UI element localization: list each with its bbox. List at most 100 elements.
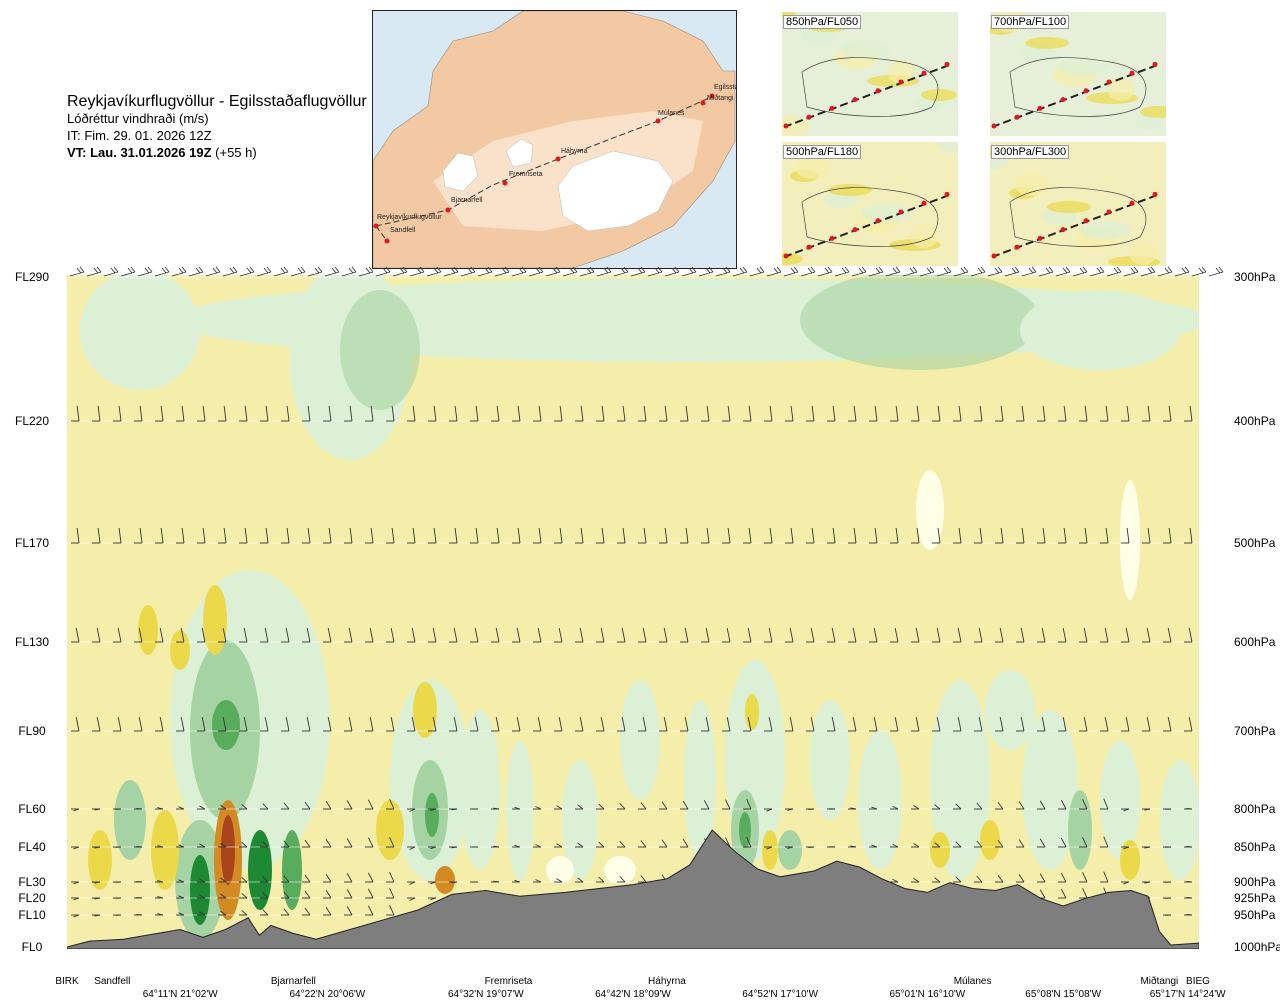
wind-barb-254 <box>869 806 878 810</box>
wind-barb-250 <box>785 808 794 811</box>
wind-cell-7 <box>1120 480 1140 600</box>
inset-cell <box>1140 106 1166 118</box>
wind-barb-11 <box>302 405 311 422</box>
wind-barb-190 <box>659 717 668 732</box>
wind-barb-123 <box>386 628 395 643</box>
wind-barb-259 <box>974 802 983 810</box>
wind-barb-382 <box>155 896 164 899</box>
top-barb-10 <box>239 266 255 277</box>
wind-barb-206 <box>995 717 1004 732</box>
wind-barb-50 <box>1121 405 1130 422</box>
wind-barb-98 <box>995 527 1004 544</box>
wind-barb-182 <box>491 717 500 732</box>
wind-barb-283 <box>344 838 353 848</box>
wind-barb-373 <box>1100 871 1109 883</box>
wind-barb-22 <box>533 405 542 422</box>
inset-label-850: 850hPa/FL050 <box>783 15 862 29</box>
wind-barb-13 <box>344 405 353 422</box>
wind-barb-385 <box>218 893 227 899</box>
inset-waypoint <box>944 191 950 197</box>
inset-cell <box>921 89 957 101</box>
wind-barb-33 <box>764 405 773 422</box>
wind-barb-34 <box>785 405 794 422</box>
wind-barb-137 <box>680 628 689 643</box>
wind-barb-349 <box>596 876 605 883</box>
wind-barb-327 <box>134 880 143 883</box>
wind-barb-261 <box>1016 801 1025 810</box>
wind-barb-253 <box>848 807 857 810</box>
wind-barb-44 <box>995 405 1004 422</box>
chart-header: Reykjavíkurflugvöllur - Egilsstaðaflugvö… <box>67 93 367 161</box>
wind-barb-79 <box>596 527 605 544</box>
inset-label-500: 500hPa/FL180 <box>783 145 862 159</box>
top-barb-1 <box>86 266 102 277</box>
wind-barb-146 <box>869 628 878 643</box>
wind-barb-319 <box>1100 836 1109 848</box>
inset-waypoint <box>806 244 812 250</box>
wp-mulanes <box>655 118 661 124</box>
wind-barb-1 <box>92 405 101 422</box>
inset-waypoint <box>875 88 881 94</box>
wind-cell-4 <box>340 290 420 410</box>
wind-barb-264 <box>1079 799 1088 810</box>
wind-cell-17 <box>221 815 235 885</box>
wind-barb-285 <box>386 836 395 848</box>
waypoint-axis: BIRK Sandfell Bjarnarfell Fremriseta Háhyrna… <box>55 975 1226 1000</box>
wind-barb-32 <box>743 405 752 422</box>
route-map-svg: Reykjavíkurflugvöllur Sandfell Bjarnarfe… <box>373 11 736 268</box>
wind-barb-389 <box>302 890 311 899</box>
wind-barb-260 <box>995 801 1004 810</box>
wind-cell-39 <box>762 830 778 870</box>
wind-barb-67 <box>344 527 353 544</box>
wind-barb-238 <box>533 806 542 810</box>
fl-tick-label: FL10 <box>18 908 46 922</box>
wind-barb-91 <box>848 527 857 544</box>
top-barb-35 <box>664 266 680 277</box>
wind-barb-74 <box>491 527 500 544</box>
wind-barb-223 <box>218 804 227 810</box>
top-barb-27 <box>528 266 544 277</box>
map-label-1: Sandfell <box>390 227 416 234</box>
wind-barb-132 <box>575 628 584 643</box>
wind-barb-152 <box>995 628 1004 643</box>
route-map: Reykjavíkurflugvöllur Sandfell Bjarnarfe… <box>372 10 737 269</box>
wind-barb-447 <box>386 904 395 916</box>
route-title: Reykjavíkurflugvöllur - Egilsstaðaflugvö… <box>67 93 367 110</box>
waypoint-label: Miðtangi <box>1140 975 1178 987</box>
wind-barb-39 <box>890 405 899 422</box>
wind-barb-66 <box>323 527 332 544</box>
wind-barb-101 <box>1058 527 1067 544</box>
wind-barb-17 <box>428 405 437 422</box>
wind-barb-232 <box>407 808 416 812</box>
wind-barb-371 <box>1058 872 1067 883</box>
wind-cell-44 <box>985 670 1035 750</box>
wind-barb-51 <box>1142 405 1151 422</box>
inset-850hpa: 850hPa/FL050 <box>782 12 958 136</box>
wind-barb-95 <box>932 527 941 544</box>
issue-time: IT: Fim. 29. 01. 2026 12Z <box>67 128 212 143</box>
wind-barb-346 <box>533 879 542 883</box>
coordinate-label: 64°42'N 18°09'W <box>595 989 671 1000</box>
inset-cell <box>910 224 938 248</box>
coordinate-label: 65°01'N 16°10'W <box>889 989 965 1000</box>
wind-barb-139 <box>722 628 731 643</box>
wind-barb-147 <box>890 628 899 643</box>
wind-barb-392 <box>365 888 374 899</box>
wind-barb-330 <box>197 878 206 883</box>
wind-cell-28 <box>435 866 455 894</box>
wind-barb-72 <box>449 527 458 544</box>
wind-barb-55 <box>92 527 101 544</box>
wind-barb-138 <box>701 628 710 643</box>
inset-500hpa: 500hPa/FL180 <box>782 142 958 266</box>
wind-barb-173 <box>302 717 311 732</box>
top-barb-19 <box>392 266 408 277</box>
wind-barb-281 <box>302 839 311 848</box>
wind-barb-379 <box>92 897 101 900</box>
wind-cell-49 <box>930 832 950 868</box>
wind-barb-133 <box>596 628 605 643</box>
wind-barb-298 <box>659 839 668 848</box>
wind-barb-215 <box>1184 717 1193 732</box>
top-barb-11 <box>256 266 272 277</box>
wind-barb-229 <box>344 800 353 810</box>
wind-barb-78 <box>575 527 584 544</box>
